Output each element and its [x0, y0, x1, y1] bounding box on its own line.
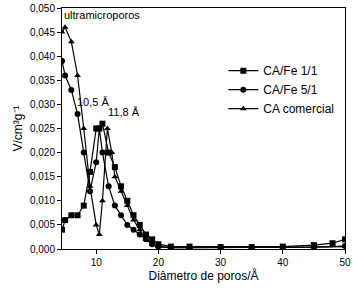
svg-text:Diâmetro de poros/Å: Diâmetro de poros/Å [148, 268, 258, 283]
svg-text:50: 50 [339, 257, 351, 268]
svg-text:0,025: 0,025 [30, 123, 55, 134]
svg-text:40: 40 [277, 257, 289, 268]
svg-text:CA comercial: CA comercial [263, 102, 334, 116]
svg-text:10: 10 [91, 257, 103, 268]
svg-text:0,005: 0,005 [30, 219, 55, 230]
svg-text:11,8 Å: 11,8 Å [108, 106, 140, 118]
svg-text:0,015: 0,015 [30, 171, 55, 182]
svg-text:ultramicroporos: ultramicroporos [64, 9, 140, 21]
svg-text:0,045: 0,045 [30, 27, 55, 38]
svg-text:CA/Fe 1/1: CA/Fe 1/1 [263, 64, 317, 78]
svg-text:0,030: 0,030 [30, 99, 55, 110]
svg-text:0,010: 0,010 [30, 195, 55, 206]
svg-text:0,000: 0,000 [30, 244, 55, 255]
svg-text:30: 30 [215, 257, 227, 268]
svg-text:0,020: 0,020 [30, 147, 55, 158]
svg-text:20: 20 [153, 257, 165, 268]
svg-text:CA/Fe 5/1: CA/Fe 5/1 [263, 83, 317, 97]
svg-text:V/cm³g⁻¹: V/cm³g⁻¹ [11, 105, 25, 151]
svg-text:0,050: 0,050 [30, 3, 55, 14]
svg-text:10,5 Å: 10,5 Å [77, 96, 109, 108]
svg-text:0,040: 0,040 [30, 51, 55, 62]
svg-text:0,035: 0,035 [30, 75, 55, 86]
